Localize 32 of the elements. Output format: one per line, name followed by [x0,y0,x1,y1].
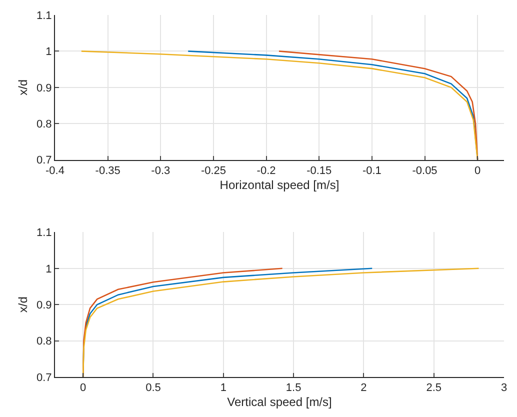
y-tick-label: 0.8 [36,336,52,348]
y-tick-label: 0.8 [36,118,52,130]
x-tick-label: -0.05 [412,165,438,177]
line-series [80,50,478,160]
x-tick-label: -0.1 [362,165,382,177]
y-tick-label: 0.7 [36,372,52,384]
x-tick-label: 3 [500,382,508,394]
x-tick-label: -0.25 [200,165,226,177]
y-axis-title: x/d [16,79,30,96]
x-tick-label: 0 [80,382,86,394]
y-tick-label: 0.9 [36,82,52,94]
x-tick-label: 2 [360,382,367,394]
x-tick-label: -0.4 [46,165,64,177]
x-tick-label: -0.3 [151,165,170,177]
y-tick-label: 0.7 [36,154,52,167]
y-tick-label: 1.1 [36,10,52,22]
y-tick-label: 0.9 [36,299,52,312]
x-tick-label: -0.2 [256,165,276,177]
x-axis-title: Vertical speed [m/s] [227,395,332,410]
x-tick-label: -0.35 [95,165,120,177]
x-axis-title: Horizontal speed [m/s] [220,178,340,192]
x-tick-label: 0.5 [146,382,161,394]
y-tick-label: 1 [46,263,52,276]
x-tick-label: 2.5 [426,382,442,394]
y-axis-title: x/d [16,296,30,313]
x-tick-label: 1.5 [286,382,302,394]
y-tick-label: 1.1 [36,227,52,240]
line-series [82,268,480,377]
y-tick-label: 1 [46,46,52,58]
x-tick-label: 0 [474,165,481,177]
x-tick-label: 1 [220,382,226,394]
x-tick-label: -0.15 [306,165,332,177]
